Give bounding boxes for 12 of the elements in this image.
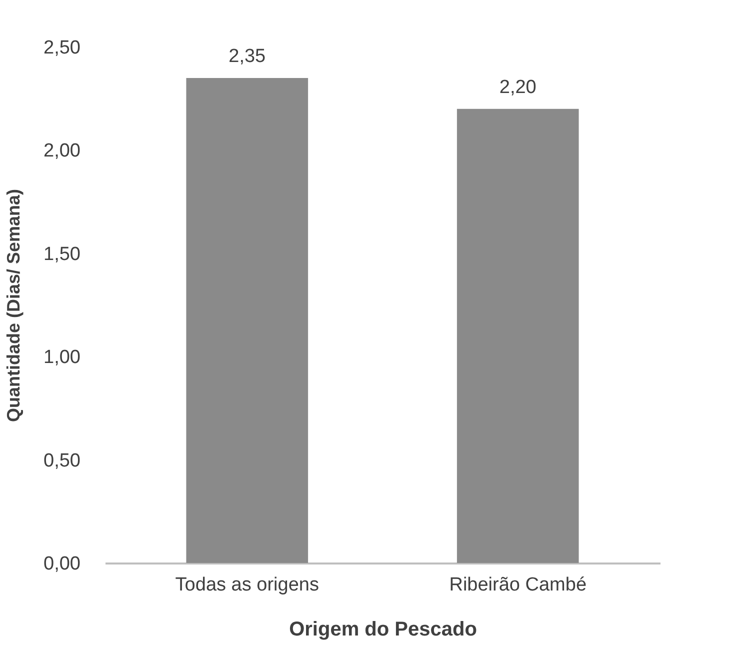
y-tick-label: 2,50 bbox=[44, 38, 80, 58]
data-label: 2,35 bbox=[228, 46, 266, 67]
y-axis-title: Quantidade (Dias/ Semana) bbox=[4, 188, 24, 422]
y-tick-label: 0,00 bbox=[44, 554, 80, 574]
x-tick-label: Ribeirão Cambé bbox=[449, 574, 587, 596]
y-tick-label: 2,00 bbox=[44, 140, 80, 162]
data-label: 2,20 bbox=[499, 76, 536, 98]
x-axis-title: Origem do Pescado bbox=[289, 618, 477, 640]
y-tick-label: 0,50 bbox=[44, 450, 80, 472]
y-tick-label: 1,00 bbox=[44, 347, 80, 368]
x-tick-label: Todas as origens bbox=[175, 574, 319, 596]
y-tick-label: 1,50 bbox=[44, 244, 80, 265]
